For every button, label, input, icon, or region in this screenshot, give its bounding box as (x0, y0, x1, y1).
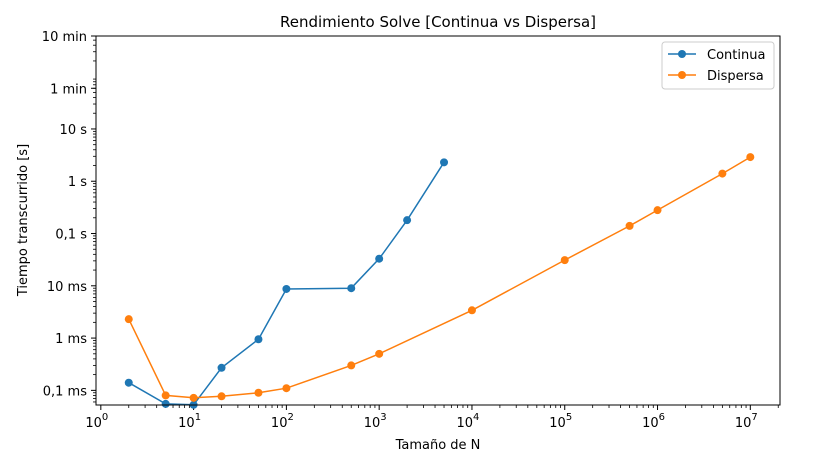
data-point (189, 393, 198, 402)
x-tick-label: 103 (364, 412, 387, 431)
x-tick-label: 106 (642, 412, 665, 431)
legend-marker (678, 50, 686, 58)
x-tick-base: 10 (735, 416, 752, 431)
legend: Continua Dispersa (661, 41, 775, 90)
x-tick-label: 102 (271, 412, 294, 431)
x-tick-label: 107 (735, 412, 758, 431)
x-tick-exponent: 4 (473, 412, 479, 423)
y-tick-label: 1 ms (55, 332, 87, 347)
x-tick-exponent: 0 (102, 412, 108, 423)
y-tick-label: 10 ms (47, 280, 87, 295)
series-line (128, 156, 751, 399)
x-axis-label: Tamaño de N (395, 438, 481, 453)
data-point (467, 306, 476, 315)
y-tick-label: 0,1 s (55, 228, 87, 243)
legend-item-continua: Continua (668, 48, 765, 63)
data-point (347, 284, 356, 293)
x-tick-label: 101 (178, 412, 201, 431)
x-tick-label: 104 (456, 412, 479, 431)
y-tick-label: 1 s (68, 175, 87, 190)
data-point (254, 388, 263, 397)
data-point (282, 284, 291, 293)
data-point (161, 399, 170, 408)
data-point (375, 349, 384, 358)
data-point (718, 169, 727, 178)
data-point (560, 256, 569, 265)
y-axis-label: Tiempo transcurrido [s] (16, 144, 31, 297)
chart-title: Rendimiento Solve [Continua vs Dispersa] (280, 13, 596, 31)
y-tick-label: 1 min (50, 82, 87, 97)
data-point (653, 206, 662, 215)
legend-item-dispersa: Dispersa (668, 69, 764, 84)
data-point (254, 335, 263, 344)
x-tick-exponent: 2 (287, 412, 293, 423)
series-line (128, 161, 445, 406)
x-tick-base: 10 (642, 416, 659, 431)
data-point (282, 384, 291, 393)
x-tick-base: 10 (549, 416, 566, 431)
legend-marker (678, 71, 686, 79)
x-tick-exponent: 1 (195, 412, 201, 423)
y-tick-label: 10 min (42, 30, 87, 45)
data-point (347, 361, 356, 370)
data-point (124, 378, 133, 387)
data-point (403, 216, 412, 225)
data-point (625, 221, 634, 230)
x-tick-base: 10 (178, 416, 195, 431)
plot-frame (95, 35, 781, 406)
series-layer (124, 153, 755, 409)
x-tick-exponent: 6 (659, 412, 665, 423)
x-tick-label: 100 (85, 412, 108, 431)
x-tick-exponent: 7 (751, 412, 757, 423)
y-tick-label: 0,1 ms (43, 384, 87, 399)
x-tick-base: 10 (456, 416, 473, 431)
x-tick-exponent: 3 (380, 412, 386, 423)
x-tick-base: 10 (271, 416, 288, 431)
legend-label: Dispersa (707, 69, 764, 84)
legend-label: Continua (707, 48, 765, 63)
data-point (124, 315, 133, 324)
data-point (746, 153, 755, 162)
x-tick-exponent: 5 (566, 412, 572, 423)
data-point (375, 254, 384, 263)
series-continua (124, 158, 449, 409)
data-point (217, 363, 226, 372)
y-tick-label: 10 s (60, 123, 88, 138)
x-tick-base: 10 (364, 416, 381, 431)
x-tick-label: 105 (549, 412, 572, 431)
data-point (440, 158, 449, 167)
series-dispersa (124, 153, 755, 402)
data-point (161, 391, 170, 400)
x-tick-base: 10 (85, 416, 102, 431)
data-point (217, 392, 226, 401)
